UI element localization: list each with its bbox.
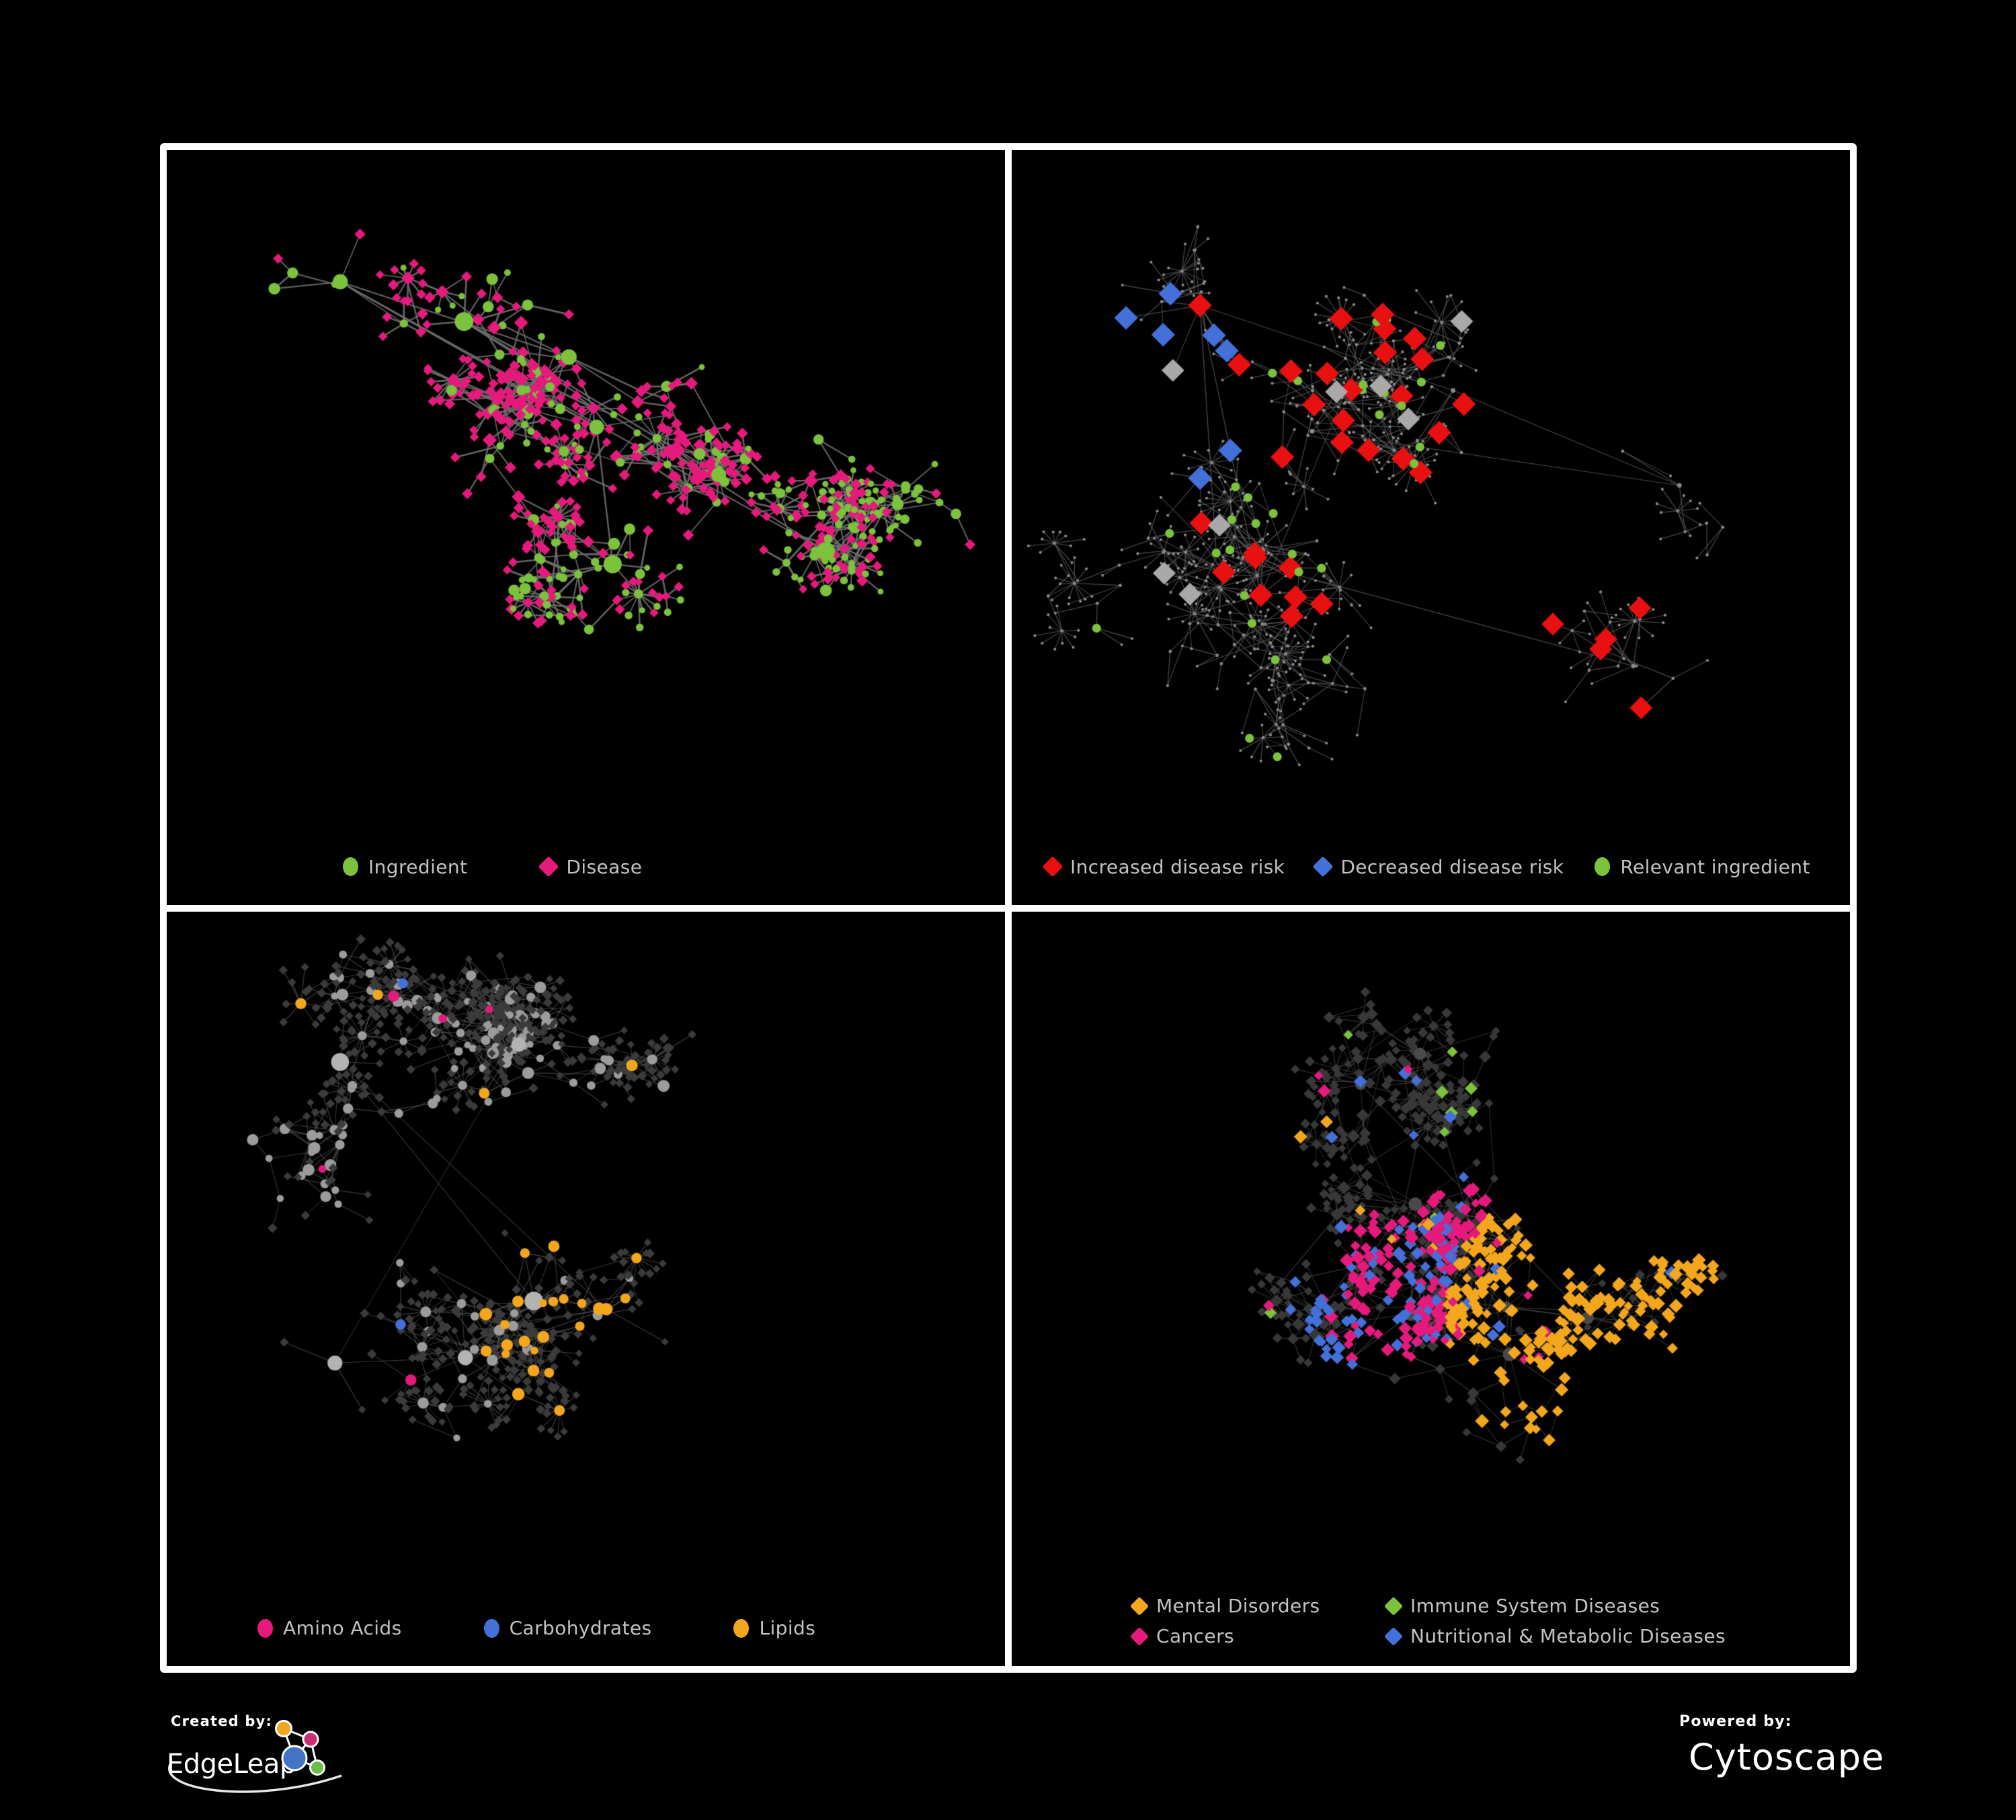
legend-label: Ingredient — [368, 855, 468, 878]
legend-diamond-icon — [1312, 856, 1334, 877]
legend-item: Immune System Diseases — [1383, 1595, 1660, 1617]
edgeleap-node-blue — [281, 1745, 308, 1772]
legend-item: Amino Acids — [257, 1617, 402, 1639]
edgeleap-glyph-nodes — [275, 1720, 325, 1776]
legend-label: Mental Disorders — [1156, 1595, 1320, 1617]
legend-label: Cancers — [1156, 1625, 1234, 1647]
edgeleap-node-green — [309, 1759, 325, 1776]
network-canvas-nutrient-classes — [167, 911, 1005, 1666]
panel-disease-risk: Increased disease risk Decreased disease … — [1012, 150, 1850, 905]
edgeleap-node-orange — [275, 1720, 292, 1737]
edgeleap-wordmark: EdgeLeap — [167, 1749, 296, 1780]
legend-circle-icon — [343, 857, 358, 876]
panel-grid: Ingredient Disease Increased disease risk… — [160, 143, 1857, 1673]
legend-item: Ingredient — [343, 856, 467, 878]
legend-item: Decreased disease risk — [1312, 855, 1564, 878]
legend-diamond-icon — [1129, 1626, 1150, 1646]
legend-row: Cancers Nutritional & Metabolic Diseases — [1129, 1625, 1726, 1647]
legend-item: Carbohydrates — [483, 1617, 652, 1639]
legend-disease-risk: Increased disease risk Decreased disease … — [1012, 856, 1850, 878]
panel-nutrient-classes: Amino Acids Carbohydrates Lipids — [167, 911, 1005, 1666]
legend-circle-icon — [733, 1618, 750, 1638]
legend-label: Nutritional & Metabolic Diseases — [1410, 1625, 1726, 1647]
created-by-block: Created by: EdgeLeap — [161, 1711, 390, 1805]
legend-item: Nutritional & Metabolic Diseases — [1383, 1625, 1726, 1647]
legend-label: Relevant ingredient — [1620, 855, 1810, 878]
legend-label: Immune System Diseases — [1410, 1595, 1660, 1617]
cytoscape-wordmark: Cytoscape — [1689, 1735, 1885, 1778]
created-by-label: Created by: — [171, 1713, 272, 1729]
legend-diamond-icon — [1383, 1596, 1404, 1616]
legend-nutrient-classes: Amino Acids Carbohydrates Lipids — [167, 1617, 1005, 1639]
legend-label: Disease — [566, 855, 643, 878]
legend-diamond-icon — [1383, 1626, 1404, 1646]
edgeleap-node-pink — [302, 1731, 319, 1748]
legend-item: Cancers — [1129, 1625, 1387, 1647]
legend-circle-icon — [483, 1618, 499, 1638]
legend-label: Carbohydrates — [509, 1617, 652, 1639]
powered-by-label: Powered by: — [1679, 1713, 1792, 1730]
edgeleap-logo: Created by: EdgeLeap — [167, 1713, 342, 1793]
panel-disease-categories: Mental Disorders Immune System Diseases Ca… — [1012, 911, 1850, 1666]
legend-label: Amino Acids — [283, 1617, 402, 1639]
legend-item: Disease — [538, 855, 643, 878]
legend-item: Mental Disorders — [1129, 1595, 1387, 1617]
panel-ingredient-disease: Ingredient Disease — [167, 150, 1005, 905]
edgeleap-swoosh — [168, 1759, 342, 1793]
legend-row: Mental Disorders Immune System Diseases — [1129, 1595, 1660, 1617]
legend-diamond-icon — [1129, 1596, 1150, 1616]
legend-item: Increased disease risk — [1042, 855, 1285, 878]
network-canvas-disease-risk — [1012, 150, 1850, 905]
legend-circle-icon — [1595, 857, 1611, 876]
legend-label: Increased disease risk — [1070, 855, 1285, 878]
legend-circle-icon — [257, 1618, 273, 1638]
legend-item: Relevant ingredient — [1595, 856, 1810, 878]
legend-ingredient-disease: Ingredient Disease — [167, 856, 1005, 878]
powered-by-block: Powered by: — [1679, 1713, 1885, 1780]
legend-label: Decreased disease risk — [1340, 855, 1564, 878]
network-canvas-disease-categories — [1012, 911, 1850, 1666]
legend-diamond-icon — [538, 856, 559, 877]
legend-diamond-icon — [1042, 856, 1063, 877]
network-canvas-ingredient-disease — [167, 150, 1005, 905]
legend-disease-categories: Mental Disorders Immune System Diseases Ca… — [1012, 1595, 1850, 1647]
legend-item: Lipids — [733, 1617, 815, 1639]
legend-label: Lipids — [759, 1617, 816, 1639]
